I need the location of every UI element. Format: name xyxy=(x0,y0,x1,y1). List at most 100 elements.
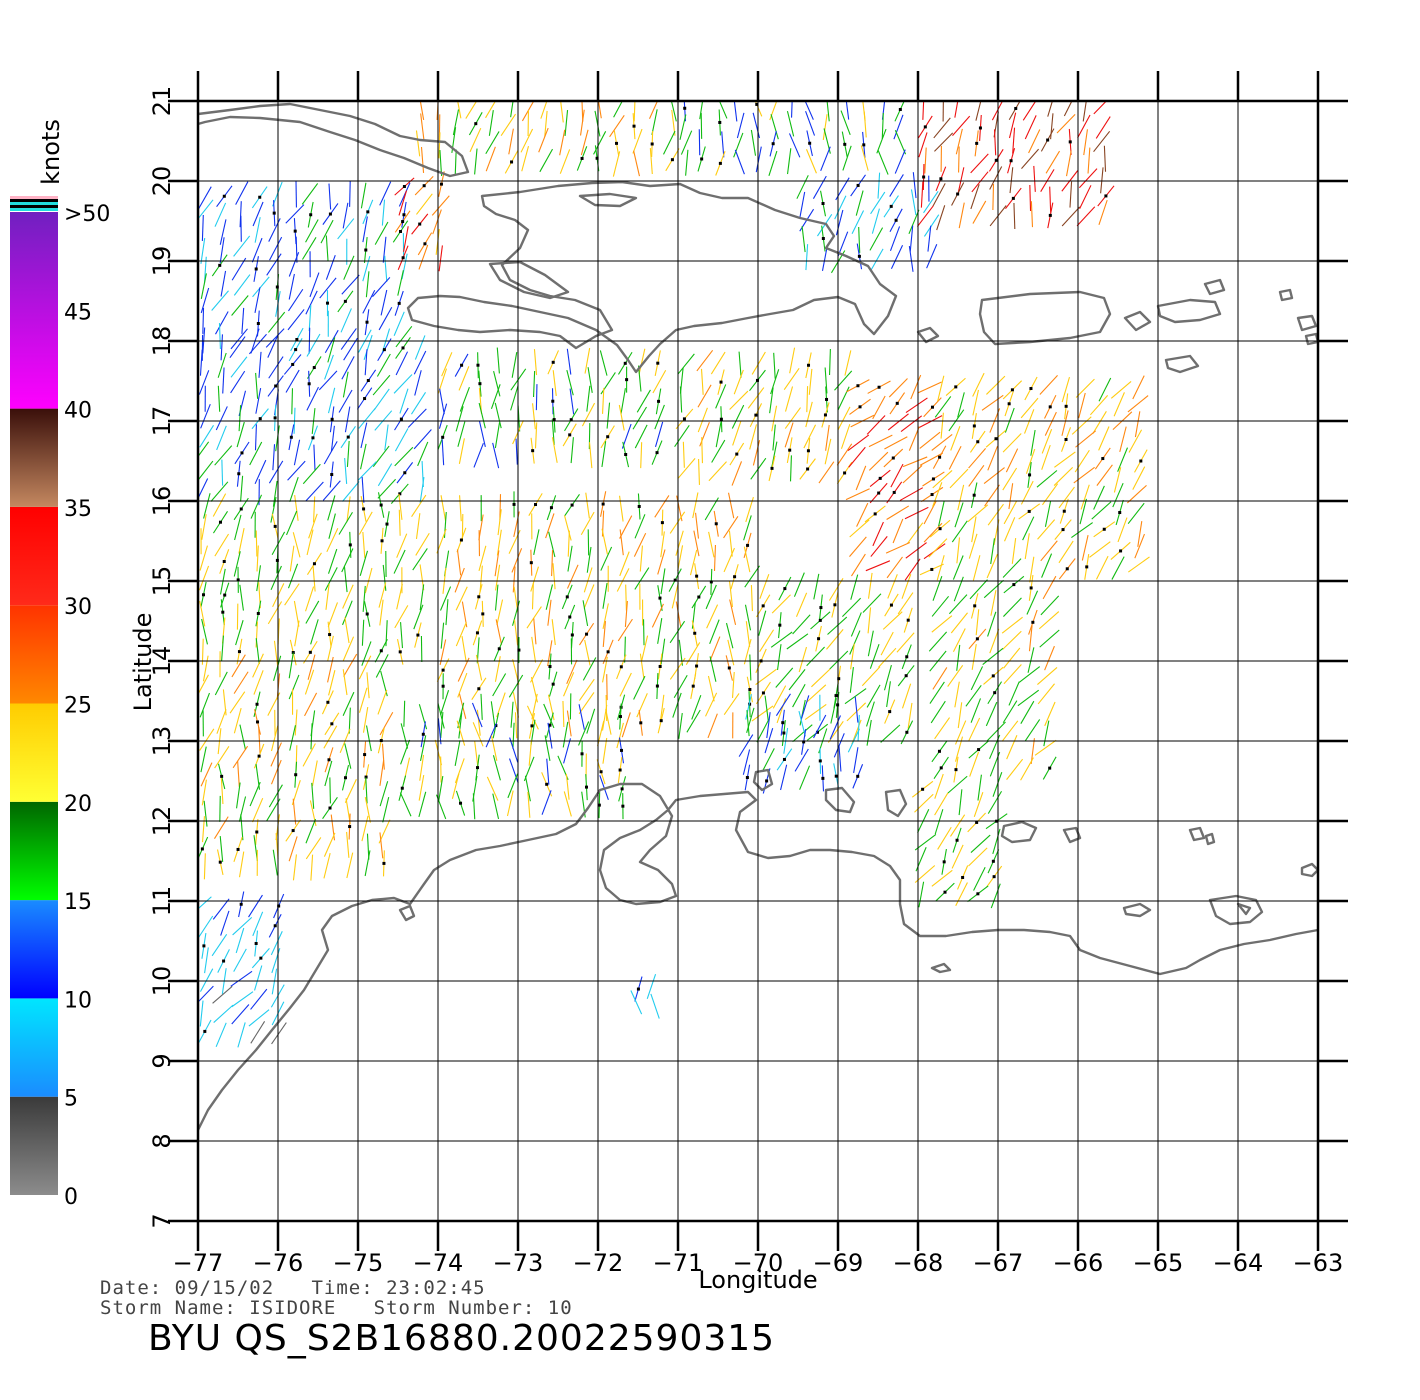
wind-vector xyxy=(685,149,689,176)
wind-vector xyxy=(204,947,209,974)
wind-vector xyxy=(958,789,963,816)
rain-flag xyxy=(972,493,976,497)
wind-vector xyxy=(325,235,329,262)
rain-flag xyxy=(802,740,806,744)
wind-vector xyxy=(457,421,466,447)
wind-vector xyxy=(586,385,591,412)
wind-vector xyxy=(850,574,859,600)
wind-vector xyxy=(936,555,945,581)
rain-flag xyxy=(994,158,998,162)
rain-flag xyxy=(807,363,811,367)
wind-vector xyxy=(254,459,267,485)
rain-flag xyxy=(551,399,555,403)
wind-vector xyxy=(1053,466,1074,486)
coast-aruba xyxy=(752,768,774,792)
wind-vector xyxy=(1036,470,1058,488)
wind-vector xyxy=(1021,148,1040,169)
wind-vector xyxy=(199,545,208,571)
wind-vector xyxy=(586,708,596,734)
rain-flag xyxy=(222,959,226,963)
wind-vector xyxy=(619,495,624,522)
wind-vector xyxy=(512,722,515,749)
wind-vector xyxy=(857,714,860,741)
wind-vector xyxy=(1013,203,1016,230)
wind-vector xyxy=(968,847,988,867)
wind-vector xyxy=(931,433,953,451)
wind-vector xyxy=(858,226,861,253)
rain-flag xyxy=(973,604,977,608)
wind-vector xyxy=(457,101,462,119)
wind-vector xyxy=(744,565,761,588)
wind-vector xyxy=(441,352,453,377)
coast-los-roques xyxy=(1000,820,1082,844)
wind-vector xyxy=(1098,377,1112,402)
wind-vector xyxy=(613,101,623,118)
rain-flag xyxy=(599,770,603,774)
wind-vector xyxy=(792,614,811,635)
wind-vector xyxy=(358,407,376,429)
wind-vector xyxy=(784,422,794,448)
wind-vector xyxy=(855,190,864,216)
wind-vector xyxy=(312,565,316,592)
wind-vector xyxy=(872,395,886,420)
rain-flag xyxy=(656,361,660,365)
rain-flag xyxy=(748,687,752,691)
wind-vector xyxy=(341,274,360,295)
rain-flag xyxy=(819,606,823,610)
wind-vector xyxy=(233,235,251,257)
legend-tick-label: 25 xyxy=(64,694,92,719)
rain-flag xyxy=(517,648,521,652)
wind-vector xyxy=(1004,517,1016,542)
rain-flag xyxy=(397,301,401,305)
wind-vector xyxy=(252,653,264,678)
wind-vector xyxy=(272,444,276,471)
rain-flag xyxy=(719,380,723,384)
wind-vector xyxy=(237,1022,246,1048)
rain-flag xyxy=(843,142,847,146)
rain-flag xyxy=(856,384,860,388)
wind-vector xyxy=(323,441,338,465)
rain-flag xyxy=(256,720,260,724)
rain-flag xyxy=(549,506,553,510)
wind-vector xyxy=(788,133,801,158)
wind-vector xyxy=(510,101,514,118)
rain-flag xyxy=(401,256,405,260)
wind-vector xyxy=(293,439,301,466)
wind-vector xyxy=(337,218,355,240)
wind-vector xyxy=(237,760,240,787)
wind-vector xyxy=(793,572,805,597)
wind-vector xyxy=(923,500,937,525)
wind-vector xyxy=(866,684,881,708)
wind-vector xyxy=(198,441,210,458)
wind-vector xyxy=(854,696,859,723)
wind-vector xyxy=(1044,501,1052,527)
wind-vector xyxy=(201,779,207,806)
wind-vector xyxy=(619,529,624,556)
wind-vector xyxy=(201,215,204,242)
lon-tick-label: −71 xyxy=(653,1249,704,1277)
wind-vector xyxy=(286,510,298,536)
wind-vector xyxy=(407,408,427,428)
wind-vector xyxy=(708,461,727,482)
rain-flag xyxy=(308,650,312,654)
rain-flag xyxy=(956,192,960,196)
wind-vector xyxy=(674,424,690,448)
wind-vector xyxy=(340,308,352,333)
wind-vector xyxy=(271,1022,287,1045)
wind-vector xyxy=(473,443,484,468)
wind-vector xyxy=(931,595,950,617)
rain-flag xyxy=(364,248,368,252)
wind-vector xyxy=(971,644,977,670)
wind-vector xyxy=(715,421,722,448)
wind-vector xyxy=(1011,537,1017,564)
wind-vector xyxy=(1082,101,1087,122)
wind-vector xyxy=(971,516,977,543)
rain-flag xyxy=(746,543,750,547)
wind-vector xyxy=(1040,595,1060,616)
wind-vector xyxy=(969,751,980,777)
rain-flag xyxy=(888,710,892,714)
rain-flag xyxy=(939,177,943,181)
wind-vector xyxy=(342,691,355,717)
wind-vector xyxy=(562,721,569,748)
wind-vector xyxy=(699,101,704,120)
